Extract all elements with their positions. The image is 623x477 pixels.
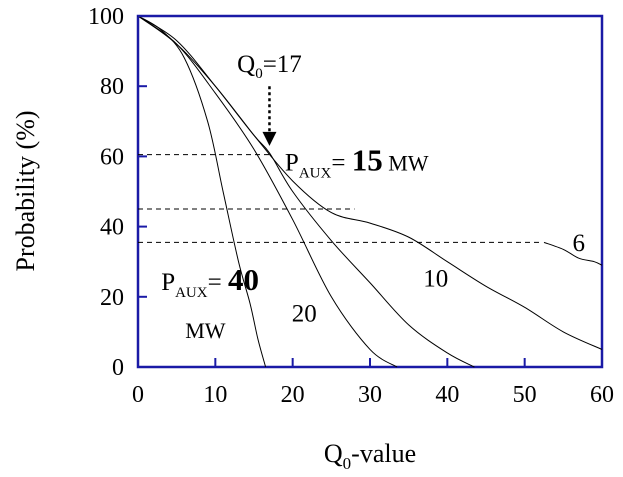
annotation-q0-main: Q: [237, 51, 255, 78]
x-tick-label-2: 20: [281, 382, 305, 408]
annotation-paux-40-main: P: [161, 269, 175, 296]
annotation-paux-15-unit: MW: [383, 150, 429, 175]
x-axis-label-rest: -value: [351, 439, 416, 468]
annotation-paux-40-unit: MW: [185, 318, 226, 343]
x-tick-label-0: 0: [132, 382, 144, 408]
curves: [137, 15, 603, 368]
curve-label-10: 10: [423, 265, 448, 292]
x-tick-label-3: 30: [358, 382, 382, 408]
y-tick-label-3: 60: [100, 144, 124, 170]
x-tick-label-1: 10: [203, 382, 227, 408]
y-tick-label-0: 0: [112, 355, 124, 381]
x-axis-label: Q0-value: [324, 439, 416, 473]
curve-label-20: 20: [292, 300, 317, 327]
annotation-paux-15: PAUX= 15 MW: [285, 142, 429, 181]
annotation-paux-40-eq: =: [208, 269, 228, 296]
annotation-paux-40-value: 40: [228, 262, 259, 297]
annotation-q0-sub: 0: [255, 66, 263, 82]
annotation-q0: Q0=17: [237, 51, 302, 82]
curve-p20: [137, 15, 398, 368]
annotation-paux-40: PAUX= 40: [161, 262, 259, 301]
curve-p6: [543, 241, 603, 266]
x-tick-label-4: 40: [435, 382, 459, 408]
q0-arrow-head: [262, 131, 277, 146]
x-axis-label-main: Q: [324, 439, 343, 468]
annotation-paux-40-sub: AUX: [175, 285, 208, 301]
annotation-q0-rest: =17: [263, 51, 302, 78]
x-tick-label-5: 50: [513, 382, 537, 408]
plot-frame: [136, 14, 604, 369]
annotation-paux-15-eq: =: [331, 149, 351, 176]
annotation-paux-15-value: 15: [352, 142, 383, 177]
x-tick-label-6: 60: [590, 382, 614, 408]
y-tick-label-5: 100: [88, 4, 124, 30]
x-axis-label-sub: 0: [343, 454, 352, 473]
y-tick-label-2: 40: [100, 215, 124, 241]
y-tick-label-1: 20: [100, 285, 124, 311]
annotation-paux-15-sub: AUX: [299, 165, 332, 181]
curve-label-6: 6: [573, 230, 586, 257]
axis-ticks: [137, 15, 603, 368]
y-tick-label-4: 80: [100, 74, 124, 100]
curve-p15: [137, 15, 475, 368]
y-axis-label: Probability (%): [11, 110, 40, 271]
annotation-paux-15-main: P: [285, 149, 299, 176]
curve-p10: [137, 15, 603, 350]
reference-lines: [138, 154, 541, 243]
